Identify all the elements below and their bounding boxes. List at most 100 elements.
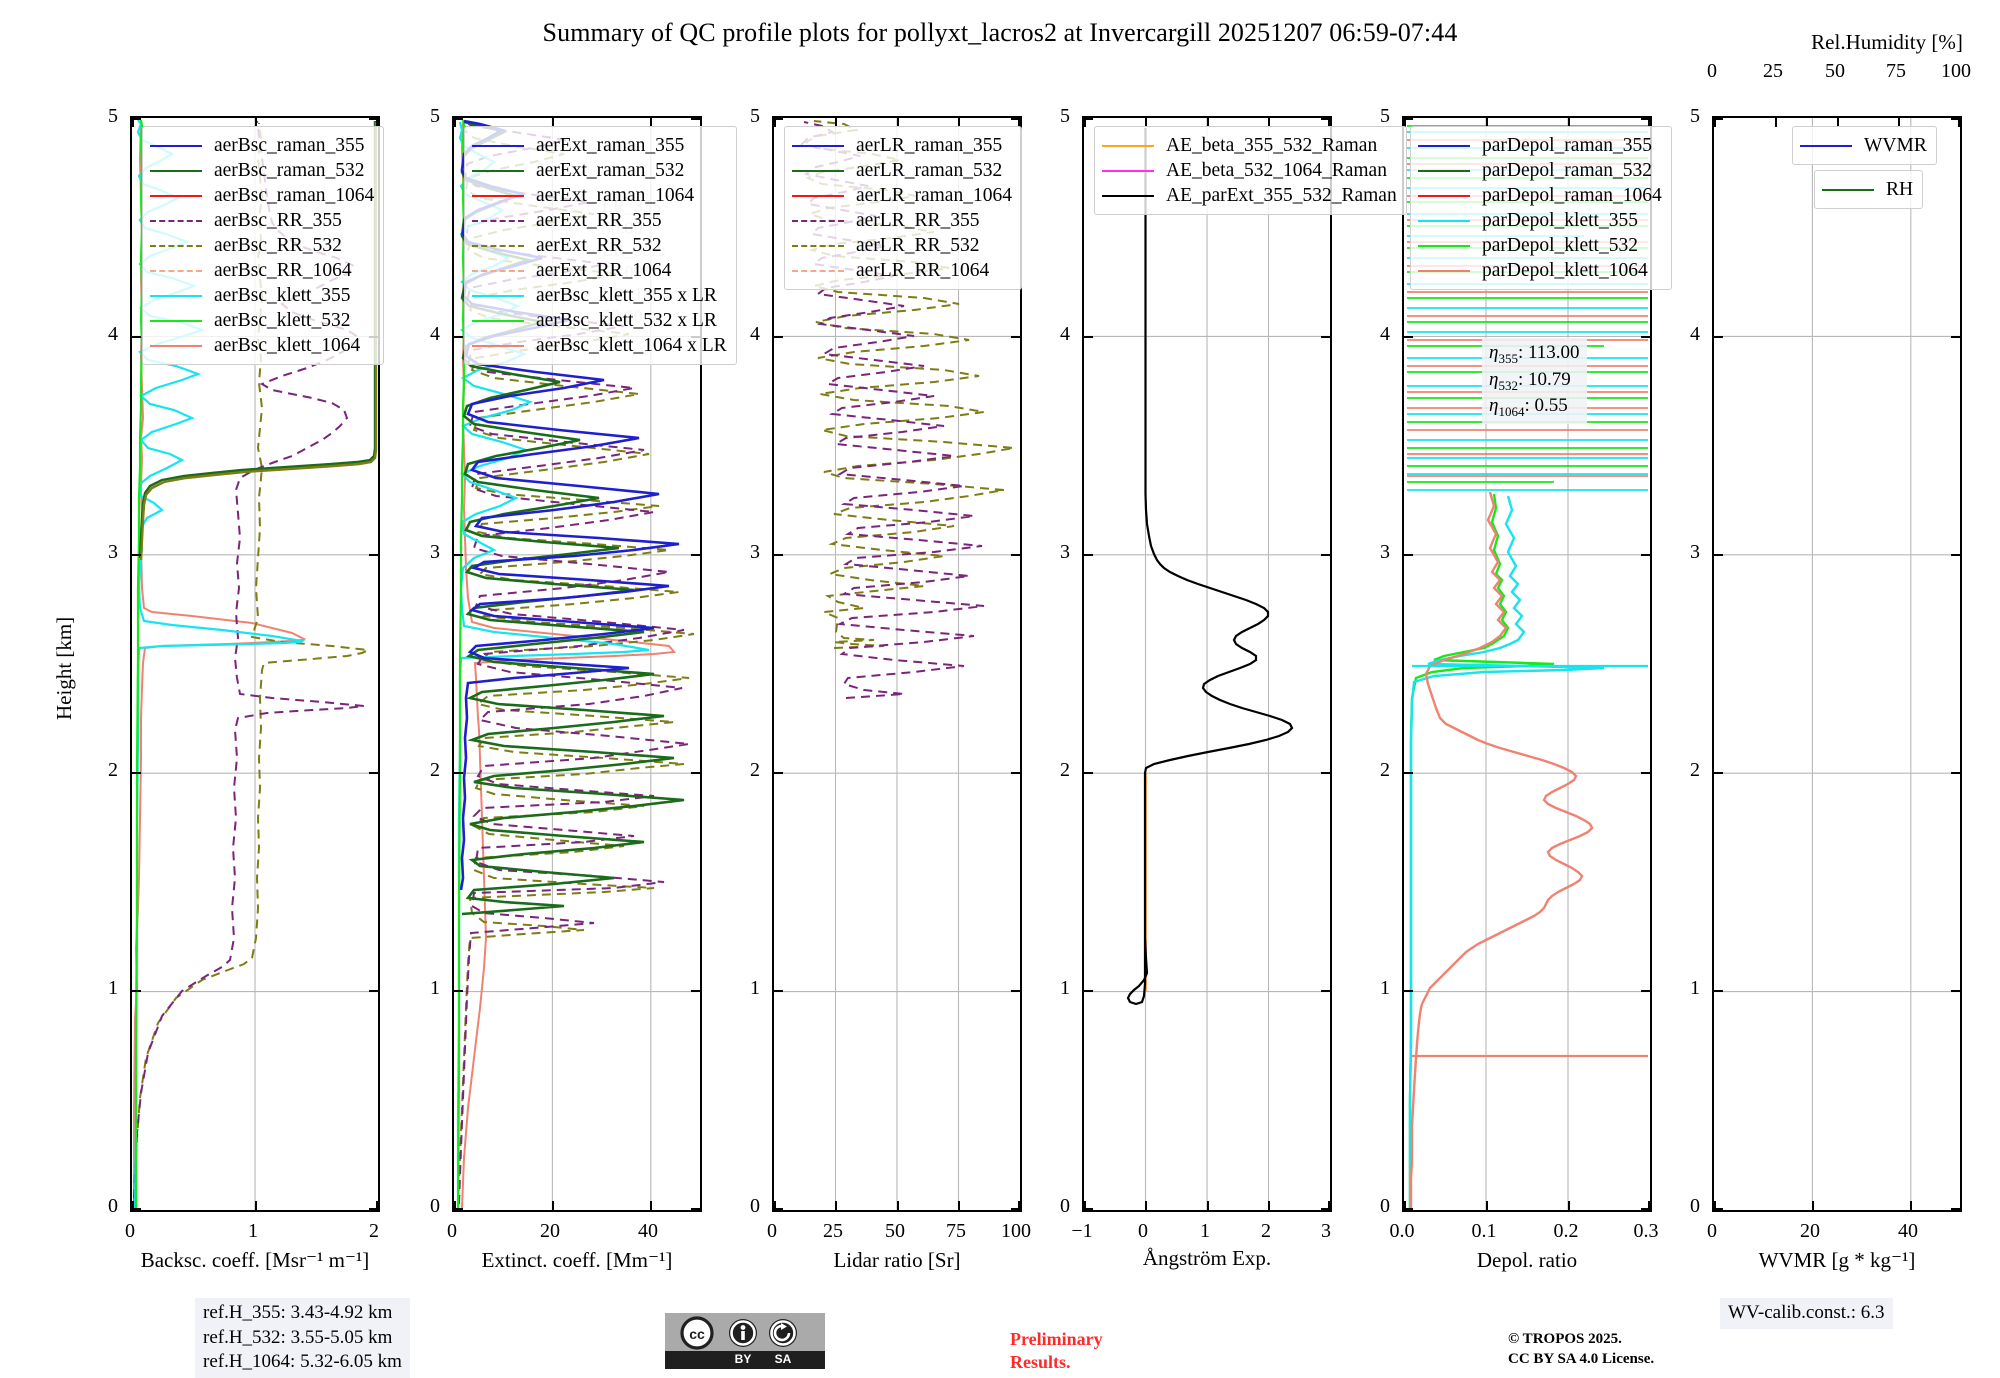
legend-label: parDepol_raman_1064 (1482, 184, 1662, 206)
y-tick (1321, 336, 1330, 338)
y-tick (454, 554, 463, 556)
legend-item: parDepol_klett_355 (1418, 208, 1662, 233)
y-tick (369, 772, 378, 774)
legend-item: parDepol_klett_532 (1418, 233, 1662, 258)
x-tick (552, 118, 554, 127)
legend-item: aerLR_RR_1064 (792, 258, 1012, 283)
panel-angstrom: AE_beta_355_532_Raman AE_beta_532_1064_R… (1082, 116, 1407, 1212)
legend-label: aerBsc_klett_1064 (214, 334, 361, 356)
legend-label: parDepol_klett_532 (1482, 234, 1638, 256)
legend-angstrom: AE_beta_355_532_Raman AE_beta_532_1064_R… (1094, 126, 1407, 215)
y-tick (1321, 1208, 1330, 1210)
plot-area-angstrom (1084, 118, 1330, 1210)
legend-swatch (792, 144, 844, 147)
legend-label: aerExt_RR_1064 (536, 259, 672, 281)
legend-label: aerBsc_klett_1064 x LR (536, 334, 727, 356)
legend-swatch (792, 219, 844, 222)
x-tick-top (1775, 118, 1777, 127)
y-tick (1084, 990, 1093, 992)
legend-label: parDepol_raman_355 (1482, 134, 1653, 156)
legend-item: AE_beta_355_532_Raman (1102, 133, 1397, 158)
x-tick-label: −1 (1071, 1220, 1093, 1242)
legend-label: aerExt_RR_355 (536, 209, 662, 231)
x-tick (1268, 118, 1270, 127)
top-x-tick-label: 25 (1763, 60, 1783, 82)
y-tick (774, 554, 783, 556)
y-tick (132, 118, 141, 120)
legend-label: aerExt_raman_1064 (536, 184, 695, 206)
y-tick (454, 990, 463, 992)
y-tick-label: 1 (1060, 977, 1070, 999)
legend-label: aerBsc_RR_1064 (214, 259, 352, 281)
y-tick (1714, 772, 1723, 774)
x-tick (897, 118, 899, 127)
y-tick-label: 5 (750, 105, 760, 127)
legend-item: aerLR_raman_532 (792, 158, 1012, 183)
panel-depolarization: parDepol_raman_355 parDepol_raman_532 pa… (1402, 116, 1672, 1212)
legend-item: aerBsc_klett_355 x LR (472, 283, 727, 308)
y-tick (1321, 772, 1330, 774)
y-tick (774, 990, 783, 992)
y-tick (1641, 772, 1650, 774)
eta-annotation: η355: 113.00 η532: 10.79 η1064: 0.55 (1482, 338, 1587, 425)
y-tick-label: 5 (108, 105, 118, 127)
x-tick (650, 118, 652, 127)
y-tick (1951, 554, 1960, 556)
y-tick (454, 772, 463, 774)
eta-1064-row: η1064: 0.55 (1489, 395, 1568, 420)
x-tick (552, 1201, 554, 1210)
x-tick-top (1714, 118, 1716, 127)
legend-label: aerExt_raman_355 (536, 134, 685, 156)
legend-label: parDepol_raman_532 (1482, 159, 1653, 181)
x-tick-label: 0 (447, 1220, 457, 1242)
y-tick (1321, 118, 1330, 120)
legend-swatch (150, 219, 202, 222)
y-tick (1404, 554, 1413, 556)
x-tick-label: 40 (638, 1220, 658, 1242)
x-tick (1404, 1201, 1406, 1210)
y-tick-label: 0 (430, 1195, 440, 1217)
legend-label: aerLR_RR_532 (856, 234, 980, 256)
x-tick (1812, 1201, 1814, 1210)
x-tick (1207, 1201, 1209, 1210)
x-tick (958, 118, 960, 127)
x-tick-label: 1 (248, 1220, 258, 1242)
eta-532-value: 10.79 (1527, 368, 1571, 390)
panel-backscatter: aerBsc_raman_355 aerBsc_raman_532 aerBsc… (130, 116, 385, 1212)
x-tick (1486, 1201, 1488, 1210)
x-tick (774, 1201, 776, 1210)
panel-wvmr-rh: WVMR RH (1712, 116, 1962, 1212)
y-tick (1404, 1208, 1413, 1210)
y-tick-label: 3 (750, 541, 760, 563)
legend-swatch (472, 344, 524, 347)
y-tick (1084, 118, 1093, 120)
legend-label: aerBsc_raman_355 (214, 134, 365, 156)
y-tick (691, 772, 700, 774)
legend-swatch (1822, 188, 1874, 191)
legend-item: aerLR_RR_355 (792, 208, 1012, 233)
legend-item: parDepol_klett_1064 (1418, 258, 1662, 283)
legend-item: aerBsc_klett_532 (150, 308, 374, 333)
legend-label: aerLR_raman_355 (856, 134, 1003, 156)
x-tick-top (1837, 118, 1839, 127)
x-tick (835, 1201, 837, 1210)
y-tick (1084, 772, 1093, 774)
y-tick (1011, 118, 1020, 120)
y-tick-label: 3 (430, 541, 440, 563)
legend-item: parDepol_raman_1064 (1418, 183, 1662, 208)
legend-lidar-ratio: aerLR_raman_355 aerLR_raman_532 aerLR_ra… (784, 126, 1022, 290)
legend-extinction: aerExt_raman_355 aerExt_raman_532 aerExt… (464, 126, 737, 365)
legend-label: aerLR_RR_1064 (856, 259, 990, 281)
x-tick-label: 0.0 (1389, 1220, 1415, 1242)
x-tick (774, 118, 776, 127)
legend-item: aerBsc_klett_1064 (150, 333, 374, 358)
legend-label: aerBsc_RR_355 (214, 209, 342, 231)
y-tick-label: 0 (1060, 1195, 1070, 1217)
y-tick-label: 2 (430, 759, 440, 781)
legend-label: aerLR_RR_355 (856, 209, 980, 231)
y-tick (1641, 990, 1650, 992)
y-tick-label: 2 (750, 759, 760, 781)
y-tick (1641, 554, 1650, 556)
panel-lidar-ratio: aerLR_raman_355 aerLR_raman_532 aerLR_ra… (772, 116, 1022, 1212)
x-axis-title-wvmr: WVMR [g * kg⁻¹] (1758, 1248, 1916, 1272)
